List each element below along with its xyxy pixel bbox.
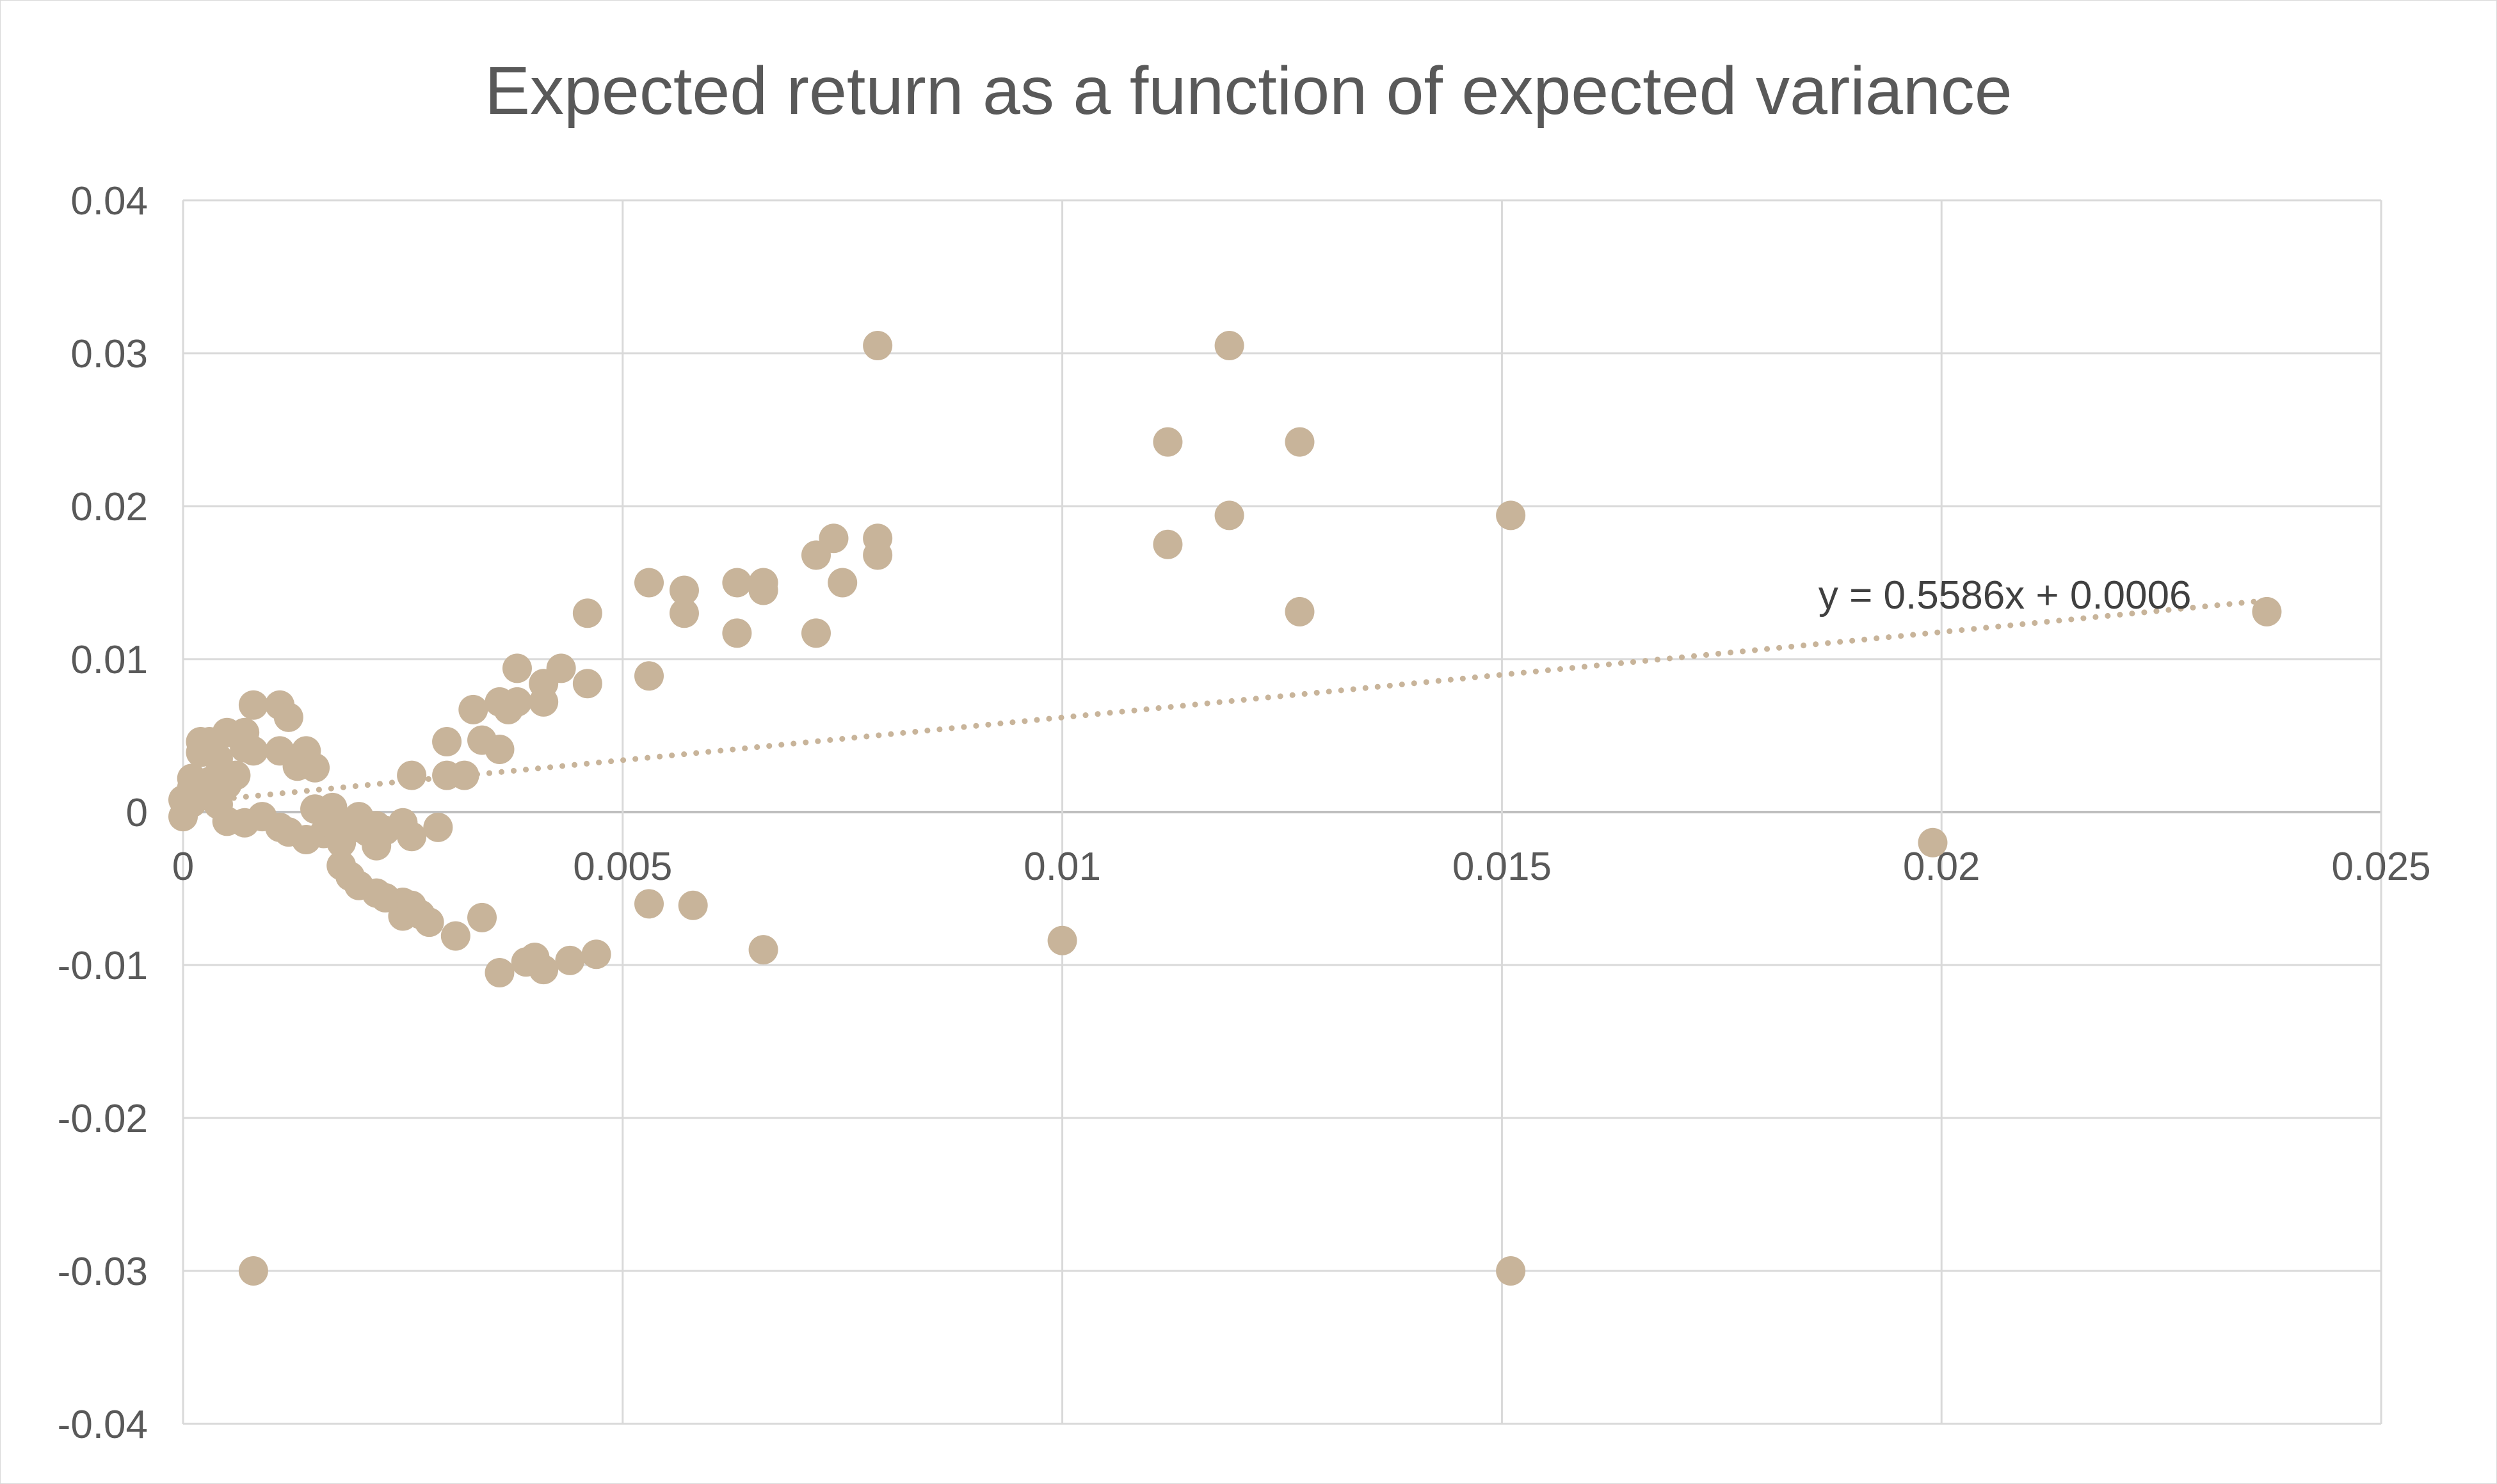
data-point <box>238 690 268 720</box>
chart-title: Expected return as a function of expecte… <box>485 53 2012 129</box>
y-tick-label: 0.01 <box>70 638 148 682</box>
data-point <box>414 907 444 937</box>
data-point <box>828 568 858 598</box>
y-tick-label: -0.02 <box>58 1097 148 1141</box>
y-tick-label: 0.04 <box>70 179 148 223</box>
data-point <box>634 568 664 598</box>
data-point <box>494 694 524 724</box>
data-point <box>669 575 699 605</box>
data-point <box>669 598 699 628</box>
data-point <box>467 725 497 755</box>
data-point <box>1285 427 1315 457</box>
data-point <box>432 727 462 757</box>
x-tick-label: 0.005 <box>573 845 672 889</box>
data-point <box>467 902 497 932</box>
x-tick-label: 0.025 <box>2331 845 2430 889</box>
data-point <box>397 760 427 790</box>
data-point <box>1918 827 1948 858</box>
data-point <box>168 802 198 832</box>
data-point <box>555 945 585 975</box>
y-tick-label: -0.03 <box>58 1250 148 1294</box>
data-point <box>397 822 427 852</box>
data-point <box>502 653 532 683</box>
y-tick-label: -0.01 <box>58 944 148 988</box>
y-tick-label: 0.03 <box>70 332 148 376</box>
x-tick-label: 0.015 <box>1452 845 1552 889</box>
gridlines <box>182 199 2382 1425</box>
data-point <box>485 957 515 987</box>
y-tick-label: -0.04 <box>58 1403 148 1447</box>
x-axis-ticks: 0 0.005 0.01 0.015 0.02 0.025 <box>172 845 2431 889</box>
data-point <box>801 540 831 570</box>
data-point <box>1047 925 1077 955</box>
data-point <box>449 760 479 790</box>
data-point <box>1153 427 1183 457</box>
x-tick-label: 0.01 <box>1024 845 1101 889</box>
data-point <box>273 702 303 732</box>
trendline-equation: y = 0.5586x + 0.0006 <box>1819 573 2192 618</box>
data-point <box>221 760 251 790</box>
data-point <box>863 331 893 361</box>
y-tick-label: 0.02 <box>70 485 148 529</box>
data-point <box>238 1256 268 1286</box>
data-point <box>1496 500 1526 531</box>
data-point <box>238 736 268 766</box>
data-point <box>748 935 778 965</box>
data-point <box>458 694 488 724</box>
data-point <box>722 618 752 648</box>
data-point <box>1214 500 1244 531</box>
data-point <box>634 889 664 919</box>
trendline-group <box>206 597 2270 804</box>
data-point <box>440 921 470 951</box>
data-point <box>801 618 831 648</box>
data-point <box>1285 596 1315 626</box>
data-point <box>317 792 348 822</box>
data-point <box>572 598 602 628</box>
y-tick-label: 0 <box>126 791 148 835</box>
trendline <box>206 597 2270 804</box>
data-point <box>1214 331 1244 361</box>
data-point <box>529 687 559 717</box>
data-point <box>634 661 664 691</box>
data-point <box>722 568 752 598</box>
data-point <box>572 669 602 699</box>
data-point <box>1496 1256 1526 1286</box>
x-tick-label: 0 <box>172 845 194 889</box>
data-point <box>423 812 453 842</box>
data-points <box>168 331 2282 1286</box>
data-point <box>300 753 330 783</box>
data-point <box>863 540 893 570</box>
data-point <box>529 955 559 985</box>
data-point <box>581 939 611 969</box>
y-axis-ticks: 0.04 0.03 0.02 0.01 0 -0.01 -0.02 -0.03 -0.04 <box>58 179 148 1447</box>
data-point <box>678 890 708 920</box>
data-point <box>1153 529 1183 559</box>
data-point <box>748 575 778 605</box>
data-point <box>2252 596 2282 626</box>
